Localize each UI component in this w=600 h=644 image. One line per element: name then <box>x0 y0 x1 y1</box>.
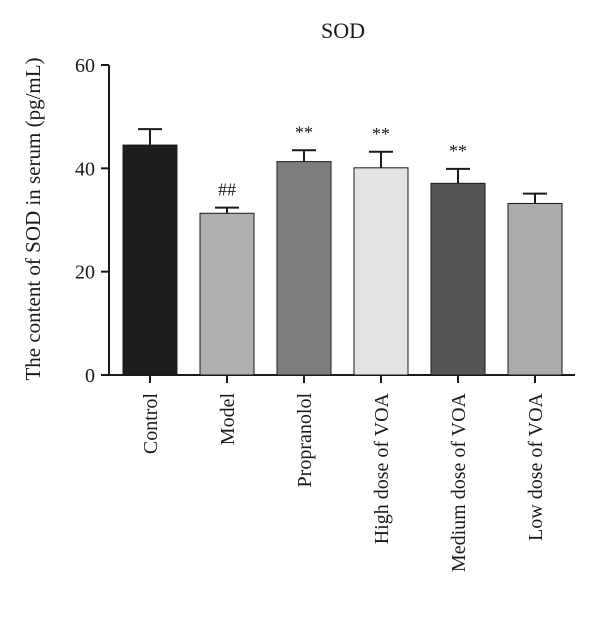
bar <box>430 182 486 376</box>
x-tick-label: Control <box>140 393 162 455</box>
bar <box>276 161 332 376</box>
bar <box>122 144 178 376</box>
y-tick-label: 0 <box>85 365 95 387</box>
x-tick-label: Medium dose of VOA <box>448 392 470 572</box>
y-axis-label: The content of SOD in serum (pg/mL) <box>21 57 45 380</box>
bar <box>353 167 409 376</box>
x-tick-label: Model <box>217 393 239 446</box>
y-tick-label: 60 <box>75 55 95 77</box>
significance-annotation: ** <box>372 124 390 144</box>
y-tick-label: 40 <box>75 158 95 180</box>
chart-title: SOD <box>321 18 365 43</box>
bar <box>507 202 563 376</box>
y-tick-label: 20 <box>75 262 95 284</box>
x-tick-label: High dose of VOA <box>371 392 393 544</box>
bars-group: Control ## Model ** Propranolol ** High dose o… <box>122 122 563 572</box>
bar <box>199 212 255 376</box>
significance-annotation: ## <box>218 180 236 200</box>
x-tick-label: Low dose of VOA <box>525 392 547 541</box>
significance-annotation: ** <box>449 141 467 161</box>
y-axis: 0 20 40 60 <box>75 55 110 387</box>
significance-annotation: ** <box>295 122 313 142</box>
x-tick-label: Propranolol <box>294 393 316 488</box>
